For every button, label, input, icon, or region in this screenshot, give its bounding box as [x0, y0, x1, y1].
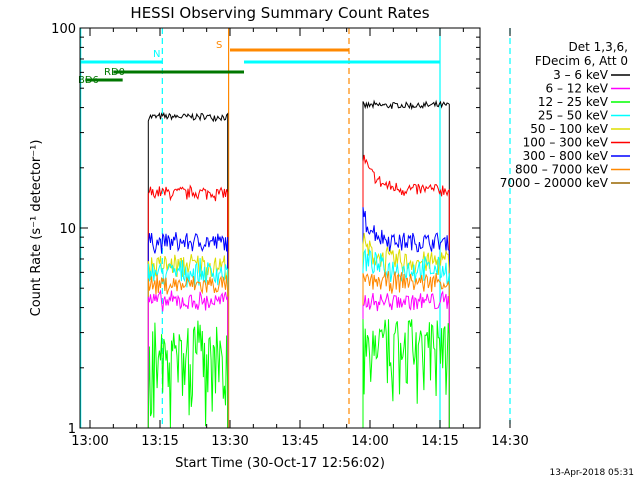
x-tick-label: 13:30 [211, 434, 248, 449]
series-line-0-1 [362, 99, 450, 428]
series-line-6-0 [147, 289, 229, 428]
series-line-5-1 [362, 271, 450, 428]
y-tick-label: 10 [59, 222, 76, 237]
series-line-4-0 [147, 257, 229, 428]
plot-area: N S RD0 BD6 [78, 28, 511, 428]
series-line-6-1 [362, 290, 450, 428]
legend-entry-label: 3 – 6 keV [553, 68, 609, 82]
legend-entry-label: 300 – 800 keV [523, 149, 609, 163]
legend-entry-label: 7000 – 20000 keV [500, 176, 609, 190]
chart-title: HESSI Observing Summary Count Rates [130, 4, 429, 22]
flag-label-1: S [216, 40, 222, 51]
legend-entry-label: 50 – 100 keV [530, 122, 609, 136]
series-line-0-0 [147, 111, 229, 428]
legend-entry-label: 12 – 25 keV [538, 95, 609, 109]
x-tick-label: 14:30 [491, 434, 528, 449]
x-axis-label: Start Time (30-Oct-17 12:56:02) [175, 456, 385, 471]
legend-entry-label: 800 – 7000 keV [515, 163, 609, 177]
series-line-7-1 [362, 319, 450, 428]
legend-entry-label: 100 – 300 keV [523, 136, 609, 150]
series-line-2-1 [362, 207, 450, 428]
flag-label-3: BD6 [78, 75, 99, 86]
flag-label-2: RD0 [104, 67, 125, 78]
axes-frame: 1 10 100 13:00 13:15 13:30 13:45 14:00 14:15 14:3… [51, 22, 529, 449]
series-line-1-1 [362, 154, 450, 428]
y-tick-label: 100 [51, 22, 76, 37]
series-line-7-0 [147, 320, 229, 428]
x-tick-label: 13:15 [141, 434, 178, 449]
flag-label-0: N [153, 49, 160, 60]
y-axis-label: Count Rate (s⁻¹ detector⁻¹) [29, 140, 44, 317]
x-tick-label: 14:15 [421, 434, 458, 449]
timestamp: 13-Apr-2018 05:31 [550, 468, 634, 478]
y-tick-label: 1 [68, 422, 76, 437]
legend-header-2: FDecim 6, Att 0 [535, 54, 628, 68]
legend-entry-label: 6 – 12 keV [546, 82, 609, 96]
x-tick-label: 13:45 [281, 434, 318, 449]
x-tick-label: 13:00 [71, 434, 108, 449]
series-line-1-0 [147, 184, 229, 428]
series-line-5-0 [147, 274, 229, 428]
x-tick-label: 14:00 [351, 434, 388, 449]
series-line-2-0 [147, 232, 229, 428]
legend-entry-label: 25 – 50 keV [538, 109, 609, 123]
legend-header-1: Det 1,3,6, [569, 40, 629, 54]
